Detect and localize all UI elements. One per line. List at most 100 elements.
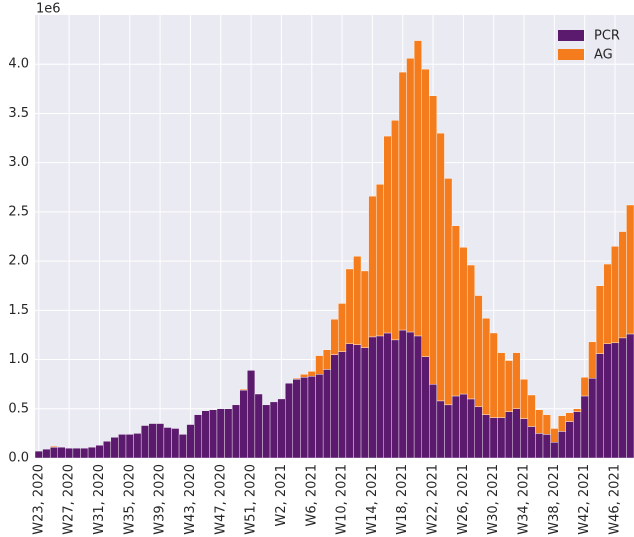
bar-segment (239, 389, 248, 459)
bar-segment (429, 383, 438, 459)
bar-segment (322, 349, 331, 370)
bar-segment (65, 447, 74, 459)
bar-segment (125, 434, 134, 459)
bar-segment (535, 433, 544, 459)
bar-segment (497, 417, 506, 459)
bar-segment (247, 370, 256, 459)
bar-segment (618, 231, 627, 339)
bar-segment (421, 68, 430, 357)
bar-segment (482, 414, 491, 459)
bar-segment (118, 434, 127, 459)
bar-segment (550, 428, 559, 443)
bar-segment (580, 377, 589, 397)
bar-segment (466, 264, 475, 400)
x-tick-label: W39, 2020 (153, 464, 168, 535)
bar-segment (80, 447, 89, 459)
bar-segment (595, 353, 604, 459)
x-tick-label: W42, 2021 (577, 464, 592, 535)
bar-segment (512, 352, 521, 409)
bar-segment (277, 398, 286, 459)
bar-segment (254, 393, 263, 459)
y-tick-label: 3.0 (8, 155, 29, 170)
legend-swatch (558, 49, 584, 60)
bar-segment (565, 421, 574, 459)
bar-segment (398, 71, 407, 331)
bar-segment (133, 433, 142, 459)
bar-segment (140, 425, 149, 459)
bars (34, 40, 634, 459)
bar-segment (391, 339, 400, 459)
bar-segment (383, 135, 392, 334)
bar-segment (406, 58, 415, 333)
bar-segment (406, 331, 415, 459)
y-tick-label: 2.5 (8, 204, 29, 219)
bar-segment (360, 270, 369, 348)
y-tick-label: 3.5 (8, 106, 29, 121)
bar-segment (49, 445, 58, 448)
bar-segment (504, 411, 513, 459)
bar-segment (376, 335, 384, 459)
bar-segment (557, 415, 566, 432)
bar-segment (338, 303, 347, 352)
bar-segment (224, 408, 233, 459)
bar-segment (376, 184, 384, 337)
bar-segment (444, 404, 453, 459)
y-tick-label: 0.5 (8, 401, 29, 416)
bar-segment (391, 120, 400, 341)
x-tick-label: W6, 2021 (304, 464, 319, 526)
bar-segment (87, 446, 96, 459)
bar-segment (603, 263, 612, 345)
bar-segment (34, 450, 43, 459)
x-tick-label: W2, 2021 (274, 464, 289, 526)
y-tick-label: 2.0 (8, 254, 29, 269)
bar-segment (171, 428, 180, 459)
bar-segment (573, 411, 582, 459)
x-tick-label: W10, 2021 (335, 464, 350, 535)
bar-segment (413, 40, 422, 337)
bar-segment (497, 352, 506, 418)
bar-segment (239, 388, 248, 391)
bar-segment (413, 335, 422, 459)
bar-segment (300, 374, 309, 378)
bar-segment (611, 342, 620, 459)
bar-segment (444, 178, 453, 406)
bar-segment (603, 343, 612, 459)
bar-segment (451, 395, 460, 459)
bar-segment (307, 376, 316, 459)
bar-segment (156, 423, 165, 459)
bar-segment (292, 378, 301, 380)
bar-segment (178, 434, 187, 459)
x-tick-label: W23, 2020 (31, 464, 46, 535)
bar-segment (330, 354, 339, 459)
bar-segment (489, 417, 498, 459)
bar-segment (368, 195, 377, 338)
y-offset-label: 1e6 (36, 2, 61, 17)
bar-segment (429, 95, 438, 385)
bar-segment (557, 431, 566, 459)
bar-segment (353, 344, 362, 459)
bar-segment (148, 423, 157, 459)
x-tick-label: W47, 2020 (213, 464, 228, 535)
bar-segment (421, 356, 430, 459)
bar-segment (588, 341, 597, 379)
bar-segment (110, 437, 119, 459)
x-tick-label: W14, 2021 (365, 464, 380, 535)
bar-segment (315, 374, 324, 459)
x-tick-label: W27, 2020 (62, 464, 77, 535)
bar-segment (398, 329, 407, 459)
bar-segment (474, 406, 483, 459)
bar-segment (345, 268, 354, 345)
bar-segment (436, 132, 445, 402)
bar-segment (231, 404, 240, 459)
bar-segment (262, 404, 271, 459)
bar-segment (451, 225, 460, 397)
bar-segment (459, 247, 468, 395)
bar-segment (285, 382, 293, 459)
bar-segment (163, 427, 172, 459)
bar-segment (49, 446, 58, 459)
bar-segment (482, 318, 491, 415)
bar-segment (360, 347, 369, 459)
bar-segment (512, 408, 521, 459)
bar-segment (194, 414, 203, 459)
